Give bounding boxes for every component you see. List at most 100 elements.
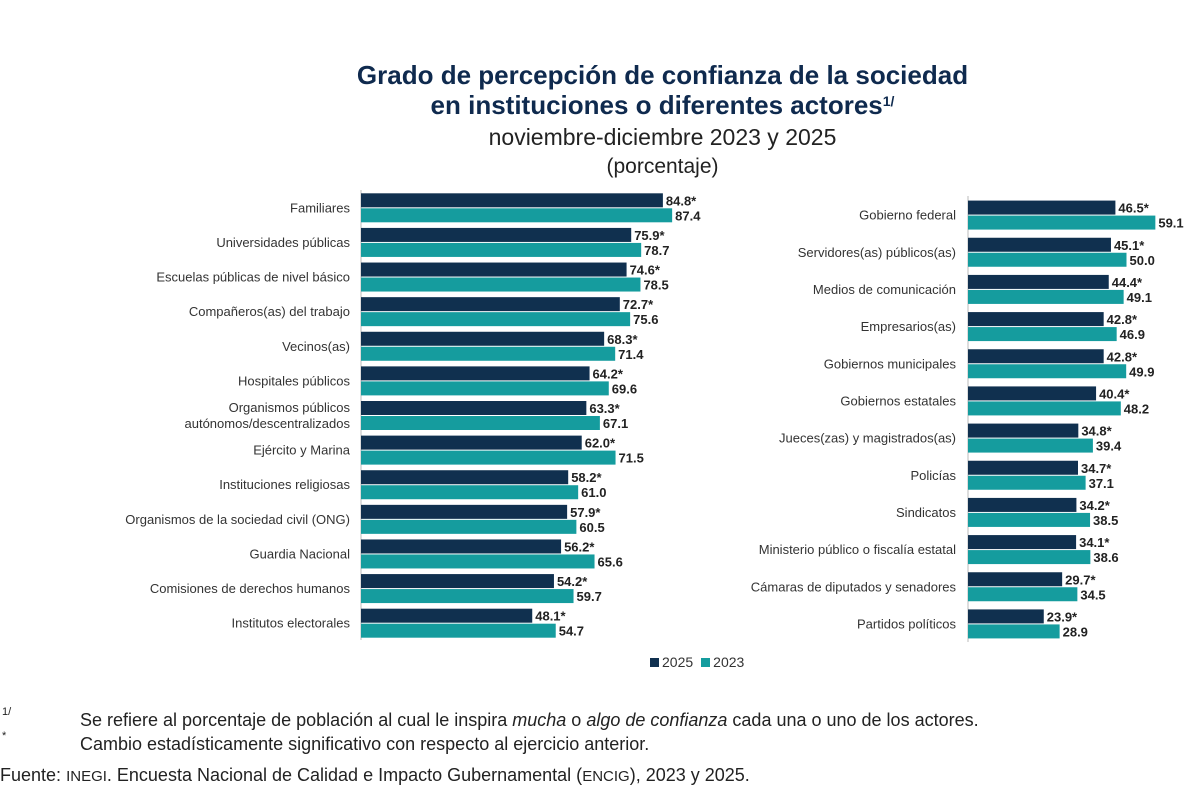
value-label-right-2023-3: 46.9 (1120, 327, 1145, 342)
value-label-left-2023-10: 65.6 (598, 554, 623, 569)
value-label-left-2023-5: 69.6 (612, 381, 637, 396)
footnote-1-text: Se refiere al porcentaje de población al… (80, 710, 979, 731)
value-label-left-2023-0: 87.4 (675, 208, 701, 223)
legend-item-2025: 2025 (650, 654, 693, 670)
value-label-left-2025-4: 68.3* (607, 332, 638, 347)
bar-right-2025-3 (968, 312, 1104, 327)
bar-left-2023-1 (361, 242, 642, 257)
bar-right-2025-7 (968, 460, 1078, 475)
footnote-2-text: Cambio estadísticamente significativo co… (80, 734, 650, 754)
value-label-left-2025-11: 54.2* (557, 574, 588, 589)
value-label-right-2023-11: 28.9 (1063, 624, 1088, 639)
bar-left-2025-1 (361, 227, 632, 242)
bar-right-2023-0 (968, 215, 1156, 230)
bar-right-2025-0 (968, 200, 1116, 215)
category-label-left-0: Familiares (290, 200, 350, 215)
bar-left-2023-12 (361, 623, 556, 638)
bar-right-2025-10 (968, 572, 1063, 587)
value-label-left-2023-3: 75.6 (633, 312, 658, 327)
bar-left-2023-0 (361, 208, 673, 223)
bar-left-2025-7 (361, 435, 582, 450)
value-label-left-2023-12: 54.7 (559, 624, 584, 639)
footnote-2-mark: * (2, 730, 7, 742)
chart-title-line2-text: en instituciones o diferentes actores (430, 90, 883, 120)
category-label-right-0: Gobierno federal (859, 208, 956, 223)
bar-right-2023-10 (968, 587, 1078, 602)
value-label-right-2023-6: 39.4 (1096, 439, 1122, 454)
bar-right-2025-5 (968, 386, 1097, 401)
bar-left-2025-11 (361, 574, 554, 589)
value-label-left-2023-2: 78.5 (643, 278, 668, 293)
bar-right-2023-1 (968, 252, 1127, 267)
category-label-left-6: Organismos públicos autónomos/descentrali… (185, 400, 351, 431)
category-label-left-9: Organismos de la sociedad civil (ONG) (125, 512, 350, 527)
value-label-right-2023-9: 38.6 (1093, 550, 1118, 565)
bar-right-2025-1 (968, 237, 1111, 252)
bar-right-2023-6 (968, 438, 1093, 453)
value-label-right-2025-6: 34.8* (1081, 424, 1112, 439)
category-label-left-11: Comisiones de derechos humanos (150, 581, 351, 596)
source-note: Fuente: INEGI. Encuesta Nacional de Cali… (0, 765, 750, 786)
chart-subtitle: noviembre-diciembre 2023 y 2025 (488, 124, 837, 150)
bar-left-2023-6 (361, 416, 600, 430)
bar-left-2025-9 (361, 504, 568, 519)
value-label-left-2023-9: 60.5 (579, 520, 604, 535)
source-text-b: ), 2023 y 2025. (629, 765, 750, 785)
chart-title-line2: en instituciones o diferentes actores1/ (0, 90, 1200, 120)
source-encig: ENCIG (582, 768, 630, 785)
legend: 2025 2023 (650, 654, 744, 670)
bar-left-2023-2 (361, 277, 641, 292)
value-label-right-2025-8: 34.2* (1079, 498, 1110, 513)
value-label-right-2025-1: 45.1* (1114, 238, 1145, 253)
value-label-right-2025-7: 34.7* (1081, 461, 1112, 476)
bar-right-2023-4 (968, 364, 1127, 379)
value-label-left-2023-7: 71.5 (619, 451, 644, 466)
footnote-1-part-b: o (566, 710, 587, 730)
category-label-left-5: Hospitales públicos (238, 373, 351, 388)
value-label-left-2023-4: 71.4 (618, 347, 644, 362)
bar-left-2023-7 (361, 450, 616, 465)
chart-unit: (porcentaje) (606, 155, 719, 178)
category-label-right-4: Gobiernos municipales (824, 356, 957, 371)
category-label-right-6: Jueces(zas) y magistrados(as) (779, 431, 956, 446)
bar-left-2023-4 (361, 346, 616, 361)
chart-title-line1: Grado de percepción de confianza de la s… (356, 60, 969, 90)
value-label-left-2025-1: 75.9* (634, 228, 665, 243)
value-label-left-2025-3: 72.7* (623, 297, 654, 312)
value-label-left-2025-9: 57.9* (570, 505, 601, 520)
bar-left-2025-10 (361, 539, 562, 554)
bar-right-2025-4 (968, 349, 1104, 364)
value-label-left-2025-10: 56.2* (564, 539, 595, 554)
bar-right-2023-8 (968, 512, 1091, 527)
value-label-left-2025-0: 84.8* (666, 193, 697, 208)
value-label-right-2023-10: 34.5 (1080, 587, 1105, 602)
value-label-right-2023-1: 50.0 (1130, 253, 1155, 268)
value-label-right-2023-4: 49.9 (1129, 364, 1154, 379)
value-label-right-2025-4: 42.8* (1107, 349, 1138, 364)
value-label-left-2025-12: 48.1* (535, 609, 566, 624)
value-label-right-2025-0: 46.5* (1118, 201, 1149, 216)
bar-left-2025-5 (361, 366, 590, 381)
category-label-left-8: Instituciones religiosas (219, 477, 350, 492)
value-label-left-2025-7: 62.0* (585, 436, 616, 451)
bar-right-2023-3 (968, 327, 1117, 342)
category-label-right-1: Servidores(as) públicos(as) (798, 245, 956, 260)
value-label-left-2023-11: 59.7 (577, 589, 602, 604)
bar-left-2025-0 (361, 193, 663, 208)
value-label-right-2025-11: 23.9* (1047, 609, 1078, 624)
bar-right-2023-2 (968, 289, 1124, 304)
bar-right-2025-8 (968, 497, 1077, 512)
category-label-right-11: Partidos políticos (857, 616, 956, 631)
bar-left-2023-8 (361, 485, 579, 500)
bar-right-2023-9 (968, 550, 1091, 565)
category-label-left-10: Guardia Nacional (250, 546, 351, 561)
footnote-1-part-c: cada una o uno de los actores. (727, 710, 979, 730)
category-label-right-3: Empresarios(as) (861, 319, 956, 334)
value-label-right-2025-9: 34.1* (1079, 535, 1110, 550)
value-label-left-2025-2: 74.6* (630, 263, 661, 278)
category-label-right-9: Ministerio público o fiscalía estatal (759, 542, 956, 557)
footnote-1-part-a: Se refiere al porcentaje de población al… (80, 710, 513, 730)
value-label-left-2025-6: 63.3* (589, 401, 620, 416)
bar-left-2025-3 (361, 297, 620, 312)
